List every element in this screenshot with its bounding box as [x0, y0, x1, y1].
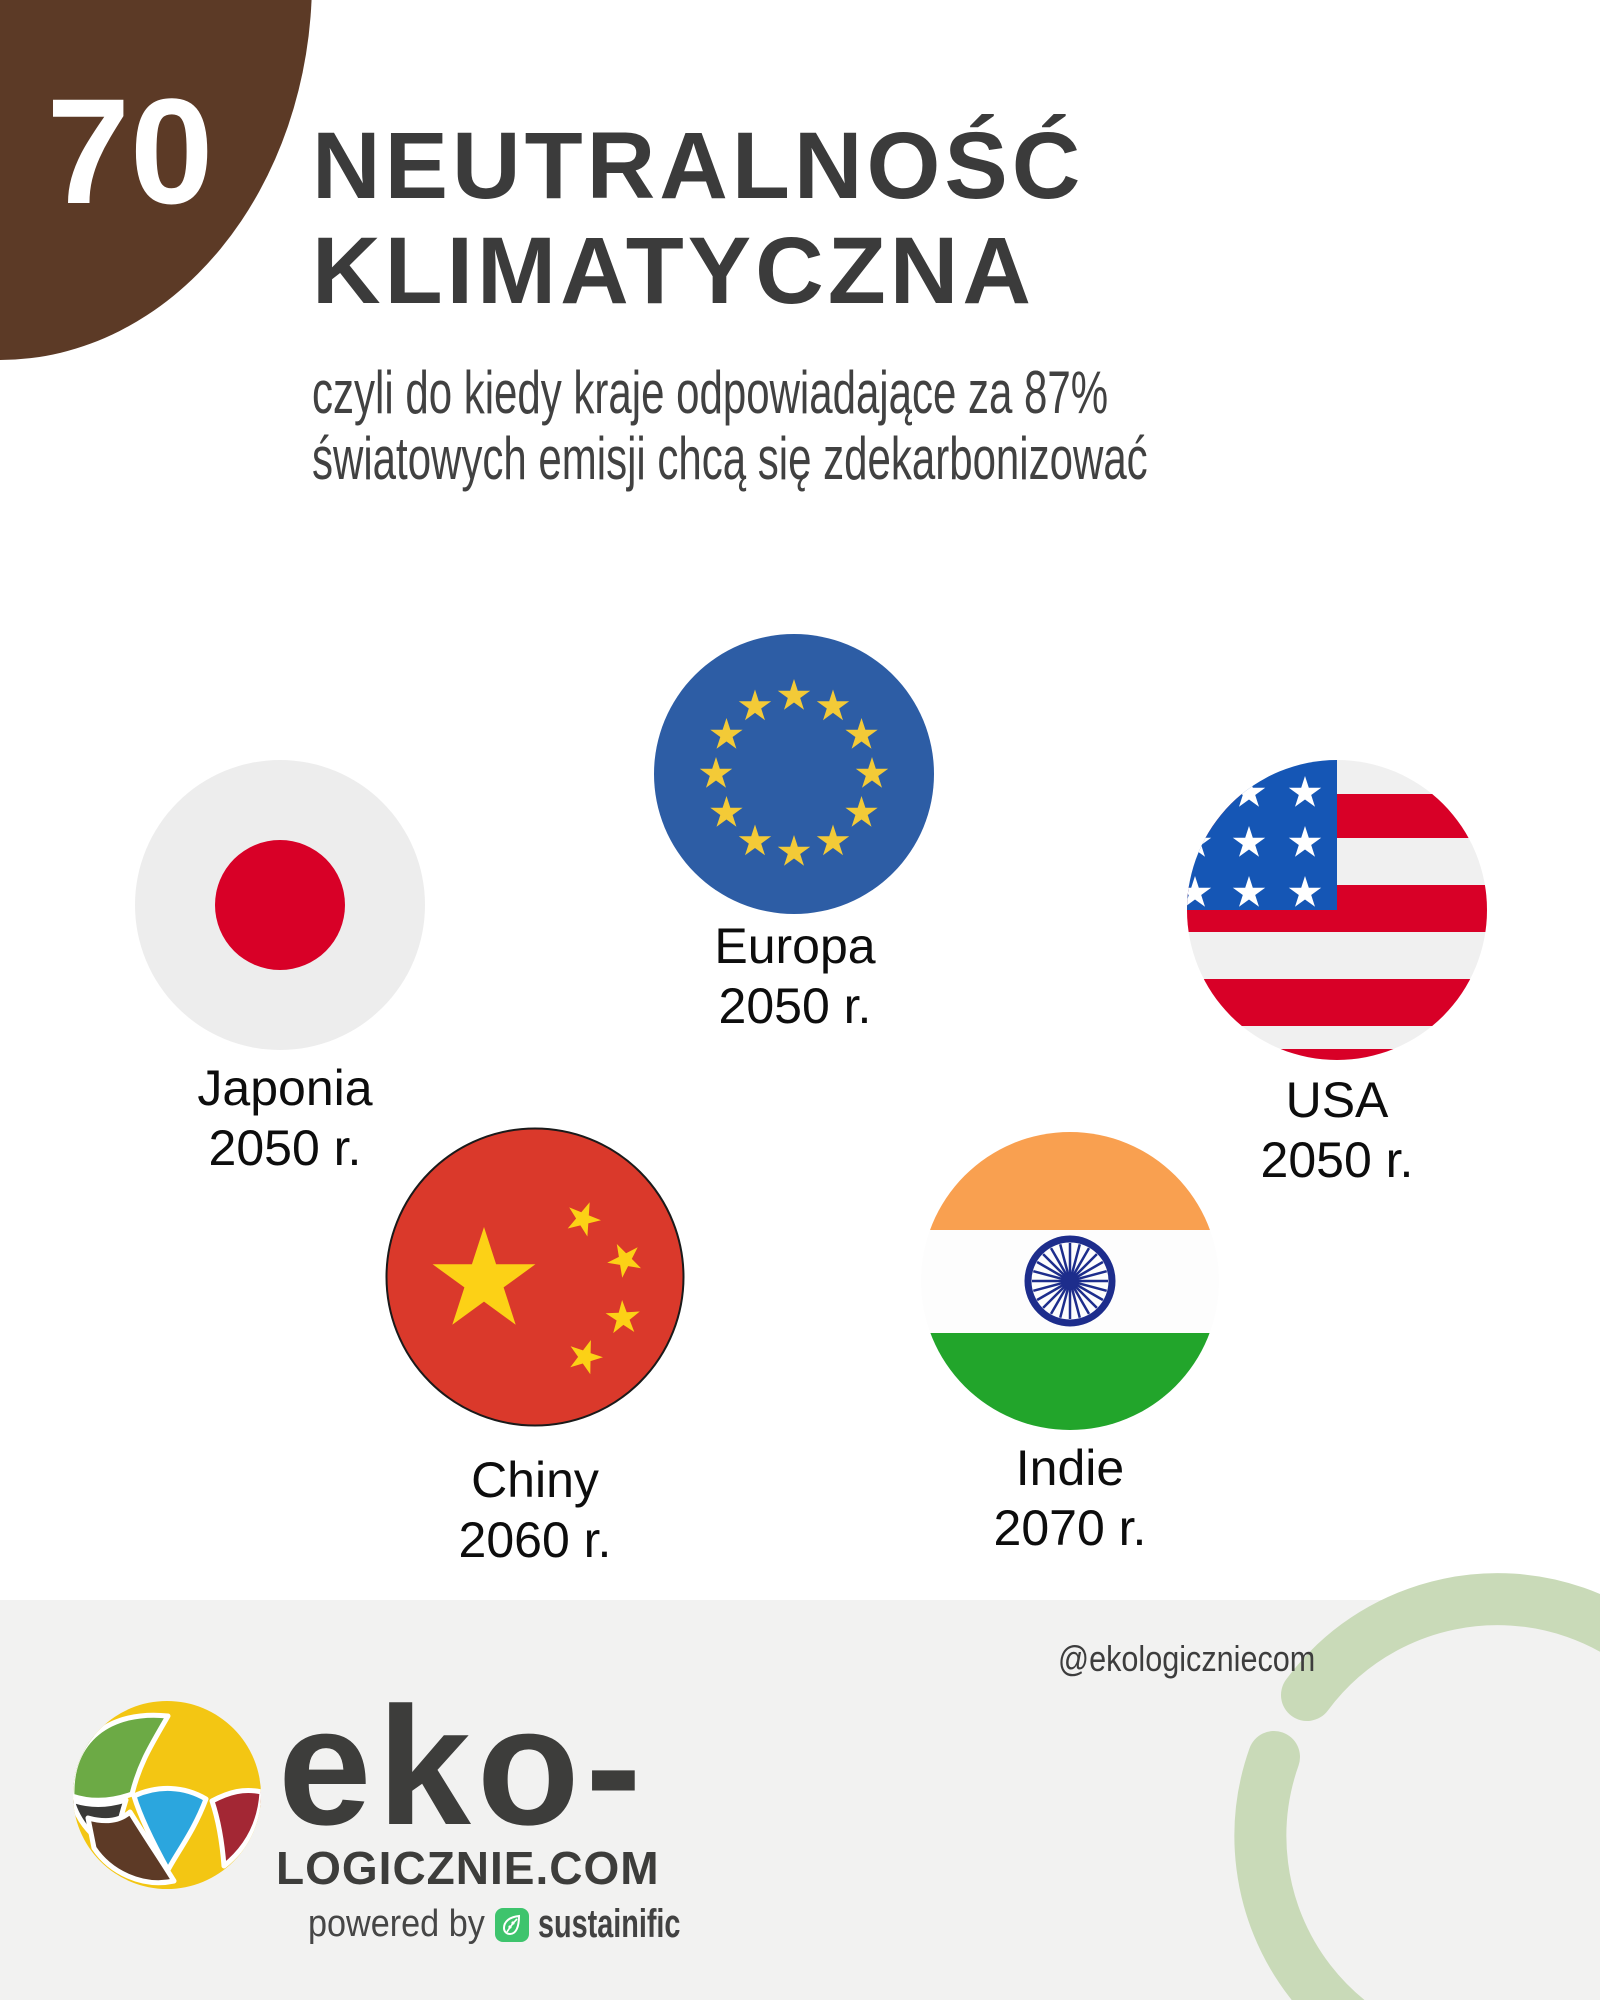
country-year: 2050 r.	[1260, 1132, 1414, 1188]
china-label: Chiny 2060 r.	[385, 1450, 685, 1570]
japan-label: Japonia 2050 r.	[135, 1058, 435, 1178]
page-title: NEUTRALNOŚĆ KLIMATYCZNA	[312, 114, 1084, 324]
country-name: Europa	[714, 918, 876, 974]
powered-by-label: powered by	[308, 1903, 485, 1945]
page-subtitle: czyli do kiedy kraje odpowiadające za 87…	[312, 360, 1148, 492]
europe-label: Europa 2050 r.	[645, 916, 945, 1036]
eu-flag-icon	[654, 634, 934, 914]
country-name: Chiny	[471, 1452, 599, 1508]
country-year: 2050 r.	[718, 978, 872, 1034]
title-line1: NEUTRALNOŚĆ	[312, 113, 1085, 219]
country-year: 2060 r.	[458, 1512, 612, 1568]
country-year: 2070 r.	[993, 1500, 1147, 1556]
corner-blob	[0, 0, 312, 360]
title-line2: KLIMATYCZNA	[312, 218, 1035, 324]
social-handle: @ekologiczniecom	[1058, 1638, 1316, 1679]
country-name: Japonia	[197, 1060, 373, 1116]
usa-flag-icon	[1187, 760, 1487, 1060]
subtitle-line1: czyli do kiedy kraje odpowiadające za 87…	[312, 359, 1109, 426]
japan-flag-icon	[135, 760, 425, 1050]
china-flag-icon	[385, 1127, 685, 1427]
sustainific-leaf-icon	[495, 1908, 529, 1942]
logo-domain: LOGICZNIE.COM	[276, 1842, 660, 1894]
country-name: Indie	[1015, 1440, 1125, 1496]
country-name: USA	[1285, 1072, 1389, 1128]
logo-wordmark: eko-	[278, 1672, 648, 1860]
issue-number: 70	[46, 67, 214, 235]
india-label: Indie 2070 r.	[920, 1438, 1220, 1558]
sustainific-brand: sustainific	[538, 1902, 681, 1946]
country-year: 2050 r.	[208, 1120, 362, 1176]
india-flag-icon	[921, 1132, 1219, 1430]
ekologicznie-logo	[73, 1701, 261, 1889]
usa-label: USA 2050 r.	[1187, 1070, 1487, 1190]
subtitle-line2: światowych emisji chcą się zdekarbonizow…	[312, 425, 1148, 492]
